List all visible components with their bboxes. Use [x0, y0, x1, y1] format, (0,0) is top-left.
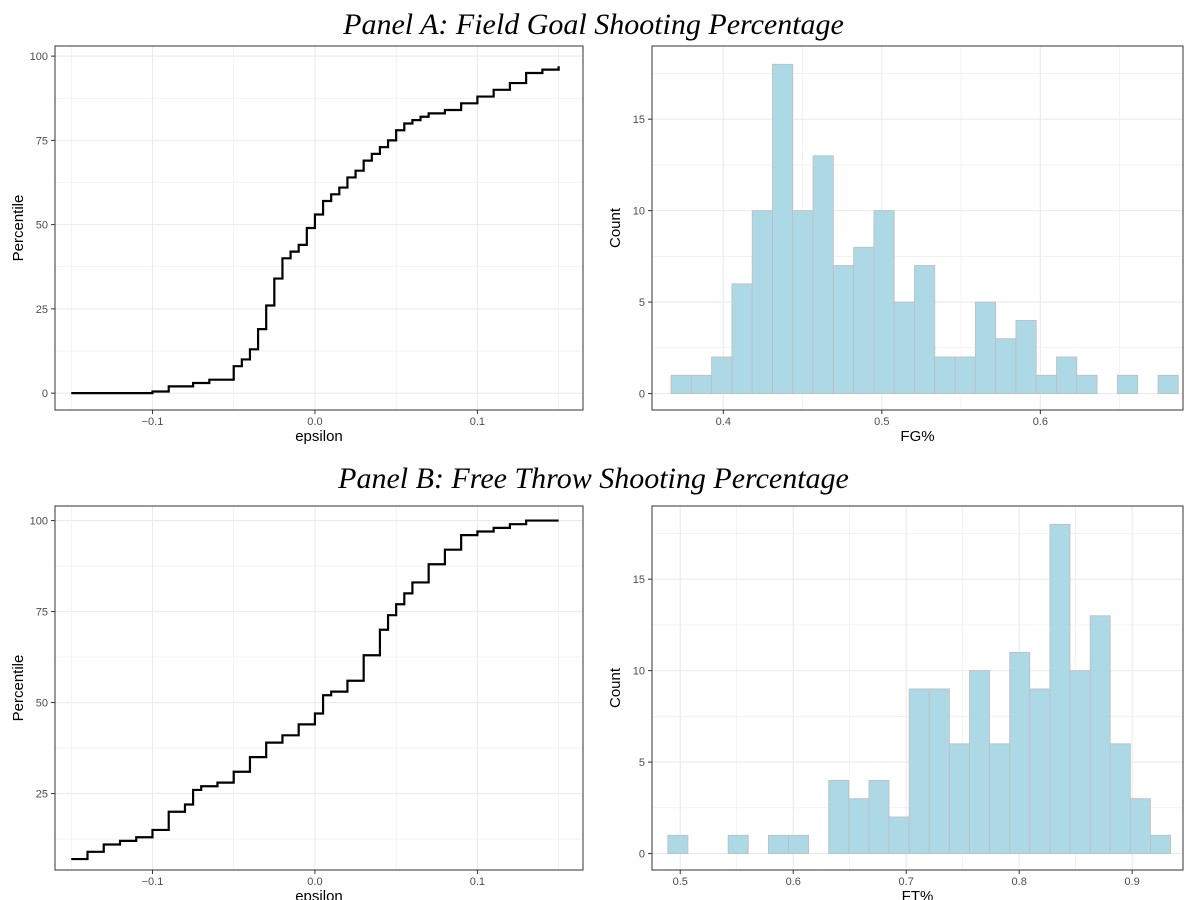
y-tick-label: 100: [30, 516, 48, 528]
histogram-bar: [1049, 523, 1071, 854]
y-tick-label: 5: [639, 757, 645, 769]
histogram-bar: [1089, 615, 1111, 854]
histogram-bar: [954, 356, 976, 394]
histogram-bar: [812, 155, 834, 394]
histogram-bar: [1056, 356, 1078, 394]
y-tick-label: 50: [36, 698, 48, 710]
x-tick-label: 0.5: [874, 416, 889, 428]
histogram-bar: [788, 834, 809, 854]
histogram-bar: [914, 265, 936, 394]
y-axis-label: Count: [607, 207, 624, 248]
y-tick-label: 0: [639, 849, 645, 861]
panel-b-title: Panel B: Free Throw Shooting Percentage: [338, 462, 849, 495]
histogram-bar: [995, 338, 1017, 394]
histogram-bar: [1015, 319, 1037, 394]
histogram-bar: [727, 834, 749, 854]
y-tick-label: 75: [36, 135, 48, 147]
x-tick-label: 0.1: [470, 876, 485, 888]
histogram-bar: [853, 246, 875, 394]
histogram-bar: [832, 265, 855, 394]
y-tick-label: 100: [30, 51, 48, 63]
histogram-bar: [928, 688, 950, 854]
histogram-bar: [670, 374, 692, 394]
y-tick-label: 0: [42, 388, 48, 400]
histogram-bar: [868, 779, 890, 854]
histogram-bar: [1035, 374, 1057, 394]
histogram-bar: [888, 816, 910, 854]
x-tick-label: 0.1: [470, 416, 485, 428]
x-tick-label: 0.0: [307, 416, 322, 428]
y-tick-label: 15: [633, 574, 645, 586]
x-tick-label: 0.6: [786, 876, 801, 888]
y-tick-label: 50: [36, 220, 48, 232]
cdf-step-line: [71, 66, 560, 395]
histogram-bar: [989, 743, 1011, 854]
histogram-bar: [1029, 688, 1051, 854]
x-tick-label: 0.6: [1033, 416, 1048, 428]
histogram-bar: [948, 743, 970, 854]
x-axis-label: epsilon: [295, 428, 343, 445]
histogram-bar: [767, 834, 789, 854]
histogram-bar: [1109, 743, 1131, 854]
histogram-bar: [908, 688, 930, 854]
a_cdf-plot: −0.1 0.0 0.1 0 25 50 75 100 epsilon Percentile: [10, 45, 584, 445]
b_hist-plot: 0.5 0.6 0.7 0.8 0.9 0 5 10 15 FT% Count: [607, 505, 1184, 900]
y-tick-label: 5: [639, 297, 645, 309]
a_hist-plot: 0.4 0.5 0.6 0 5 10 15 FG% Count: [607, 45, 1184, 445]
y-tick-label: 75: [36, 607, 48, 619]
histogram-bar: [1069, 670, 1091, 854]
histogram-bar: [828, 779, 850, 854]
histogram-bar: [974, 301, 997, 394]
histogram-bar: [934, 356, 956, 394]
histogram-bar: [893, 301, 915, 394]
panel-a-title: Panel A: Field Goal Shooting Percentage: [343, 8, 844, 41]
histogram-bar: [667, 834, 689, 854]
x-axis-label: FT%: [902, 888, 934, 900]
histogram-bar: [1116, 374, 1139, 394]
histogram-bar: [1009, 651, 1031, 854]
y-tick-label: 25: [36, 789, 48, 801]
y-tick-label: 25: [36, 304, 48, 316]
histogram-bar: [731, 283, 753, 394]
x-tick-label: 0.4: [716, 416, 731, 428]
x-tick-label: 0.7: [899, 876, 914, 888]
panel-border: [54, 45, 584, 411]
histogram-bar: [711, 356, 733, 394]
x-tick-label: 0.5: [673, 876, 688, 888]
x-axis-label: FG%: [900, 428, 934, 445]
x-tick-label: 0.0: [307, 876, 322, 888]
y-tick-label: 0: [639, 389, 645, 401]
histogram-bar: [873, 210, 895, 394]
histogram-bar: [690, 374, 712, 394]
histogram-bar: [1129, 798, 1151, 854]
x-tick-label: −0.1: [142, 876, 164, 888]
panel-border: [651, 45, 1184, 411]
y-axis-label: Percentile: [10, 195, 27, 262]
x-tick-label: 0.9: [1125, 876, 1140, 888]
y-axis-label: Percentile: [10, 655, 27, 722]
histogram-bar: [969, 670, 990, 854]
y-tick-label: 10: [633, 206, 645, 218]
y-tick-label: 10: [633, 666, 645, 678]
b_cdf-plot: −0.1 0.0 0.1 25 50 75 100 epsilon Percentile: [10, 505, 584, 900]
histogram-bar: [792, 210, 814, 394]
x-axis-label: epsilon: [295, 888, 343, 900]
histogram-bar: [848, 798, 870, 854]
y-tick-label: 15: [633, 114, 645, 126]
panel-border: [54, 505, 584, 871]
histogram-bar: [1157, 374, 1179, 394]
histogram-bar: [1076, 374, 1098, 394]
histogram-bar: [1150, 834, 1171, 854]
histogram-bar: [772, 63, 794, 394]
x-tick-label: 0.8: [1012, 876, 1027, 888]
cdf-step-line: [71, 519, 559, 861]
histogram-bar: [751, 210, 773, 394]
x-tick-label: −0.1: [142, 416, 164, 428]
y-axis-label: Count: [607, 667, 624, 708]
panel-border: [651, 505, 1184, 871]
